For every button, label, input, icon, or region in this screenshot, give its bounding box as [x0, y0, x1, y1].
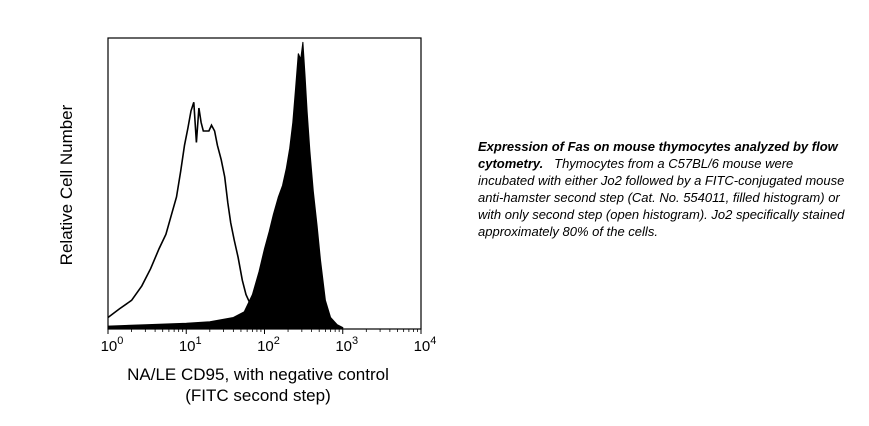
- x-tick-label-3: 103: [335, 335, 358, 355]
- x-tick-label-2: 102: [257, 335, 280, 355]
- x-tick-label-0: 100: [101, 335, 124, 355]
- figure-caption: Expression of Fas on mouse thymocytes an…: [478, 138, 850, 240]
- x-tick-label-1: 101: [179, 335, 202, 355]
- open-histogram: [107, 102, 265, 327]
- caption-body: Thymocytes from a C57BL/6 mouse were inc…: [478, 156, 845, 239]
- caption-title: Expression of Fas on mouse thymocytes an…: [478, 139, 838, 171]
- y-axis-title: Relative Cell Number: [57, 104, 76, 265]
- plot-area: 100 101 102 103 104: [101, 37, 437, 355]
- x-tick-label-4: 104: [414, 335, 437, 355]
- filled-histogram: [107, 41, 344, 330]
- x-axis-title-line2: (FITC second step): [185, 386, 331, 405]
- x-axis-title: NA/LE CD95, with negative control: [127, 365, 389, 384]
